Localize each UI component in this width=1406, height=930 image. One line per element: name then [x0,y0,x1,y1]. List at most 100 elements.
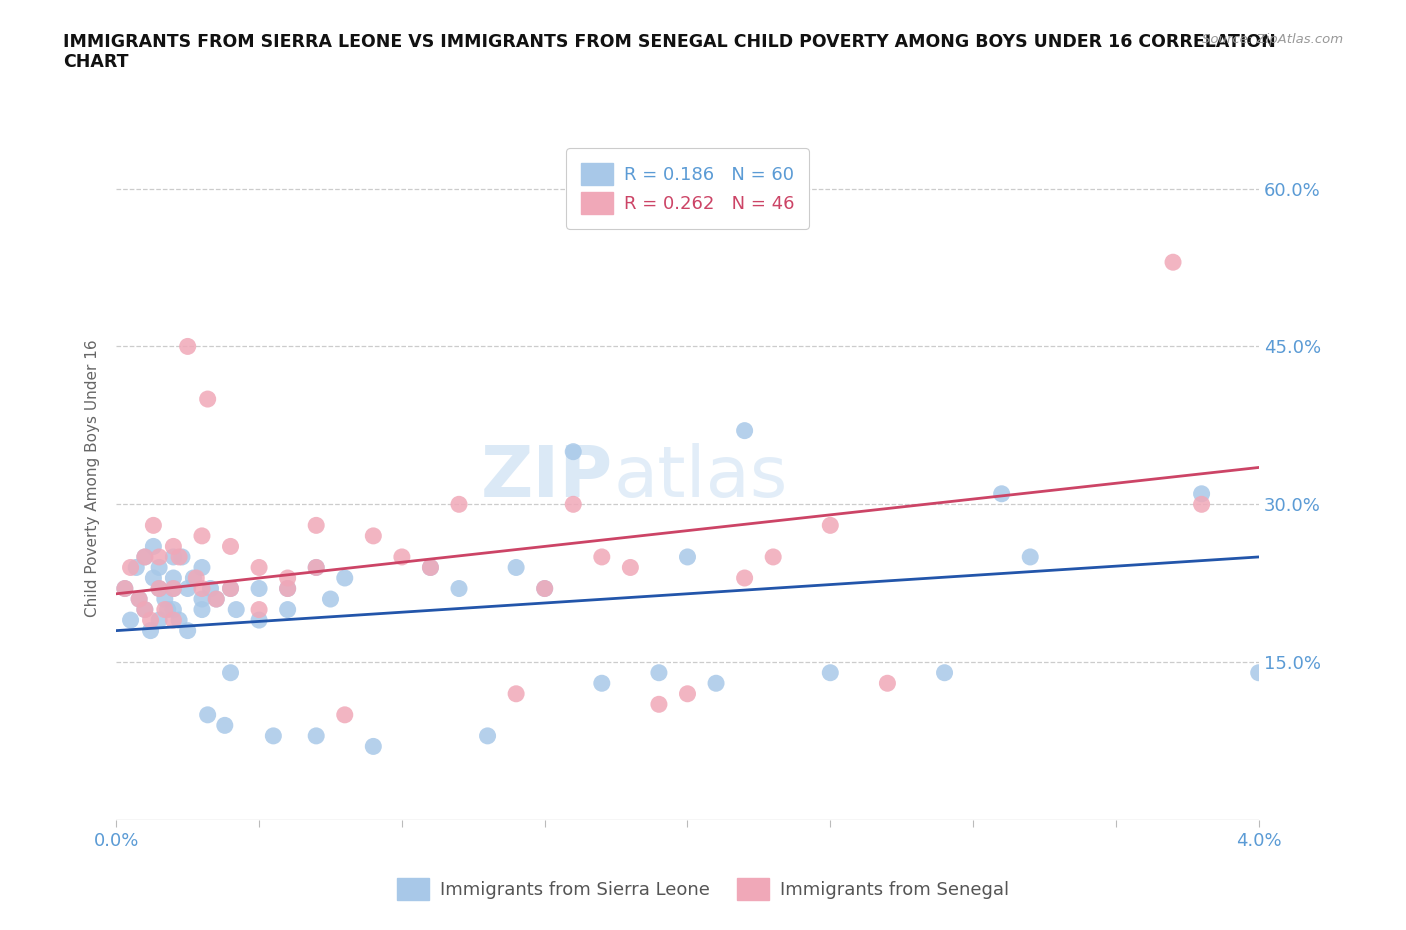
Point [533,581,555,596]
Point [120,560,142,575]
Point [142,539,165,554]
Point [148,550,170,565]
Point [305,560,328,575]
Point [219,581,242,596]
Point [676,686,699,701]
Point [148,560,170,575]
Point [704,676,727,691]
Point [762,550,785,565]
Point [391,550,413,565]
Point [277,581,299,596]
Point [128,591,150,606]
Point [1161,255,1184,270]
Point [219,539,242,554]
Point [734,570,756,585]
Point [990,486,1012,501]
Point [162,581,184,596]
Point [148,613,170,628]
Point [183,570,205,585]
Point [197,708,219,723]
Point [153,591,176,606]
Point [419,560,441,575]
Point [156,602,179,617]
Point [505,560,527,575]
Point [247,602,270,617]
Point [305,560,328,575]
Text: IMMIGRANTS FROM SIERRA LEONE VS IMMIGRANTS FROM SENEGAL CHILD POVERTY AMONG BOYS: IMMIGRANTS FROM SIERRA LEONE VS IMMIGRAN… [63,33,1277,72]
Point [562,445,585,459]
Point [191,591,214,606]
Point [305,728,328,743]
Point [142,570,165,585]
Point [128,591,150,606]
Point [167,550,190,565]
Point [562,497,585,512]
Point [197,392,219,406]
Point [162,570,184,585]
Point [1247,665,1270,680]
Point [134,550,156,565]
Point [200,581,222,596]
Point [134,602,156,617]
Point [162,602,184,617]
Point [125,560,148,575]
Point [148,581,170,596]
Point [305,518,328,533]
Point [114,581,136,596]
Legend: R = 0.186   N = 60, R = 0.262   N = 46: R = 0.186 N = 60, R = 0.262 N = 46 [567,149,808,229]
Point [162,581,184,596]
Point [648,665,671,680]
Point [153,602,176,617]
Point [162,550,184,565]
Point [820,665,842,680]
Point [820,518,842,533]
Point [142,518,165,533]
Point [363,739,385,754]
Point [191,602,214,617]
Point [1019,550,1042,565]
Point [447,497,470,512]
Point [139,613,162,628]
Point [247,581,270,596]
Point [447,581,470,596]
Point [191,560,214,575]
Point [419,560,441,575]
Point [176,623,198,638]
Point [333,570,356,585]
Point [477,728,499,743]
Y-axis label: Child Poverty Among Boys Under 16: Child Poverty Among Boys Under 16 [86,339,100,617]
Point [591,550,613,565]
Point [214,718,236,733]
Point [1191,497,1213,512]
Point [162,613,184,628]
Text: atlas: atlas [613,444,787,512]
Point [134,602,156,617]
Point [191,581,214,596]
Point [591,676,613,691]
Point [191,528,214,543]
Point [186,570,208,585]
Point [170,550,193,565]
Point [225,602,247,617]
Point [619,560,641,575]
Point [277,570,299,585]
Point [1191,486,1213,501]
Point [176,581,198,596]
Point [319,591,342,606]
Point [648,697,671,711]
Point [205,591,228,606]
Legend: Immigrants from Sierra Leone, Immigrants from Senegal: Immigrants from Sierra Leone, Immigrants… [389,870,1017,907]
Point [734,423,756,438]
Point [333,708,356,723]
Point [277,581,299,596]
Text: ZIP: ZIP [481,444,613,512]
Point [219,665,242,680]
Point [505,686,527,701]
Point [363,528,385,543]
Point [876,676,898,691]
Point [277,602,299,617]
Point [205,591,228,606]
Point [134,550,156,565]
Point [167,613,190,628]
Point [676,550,699,565]
